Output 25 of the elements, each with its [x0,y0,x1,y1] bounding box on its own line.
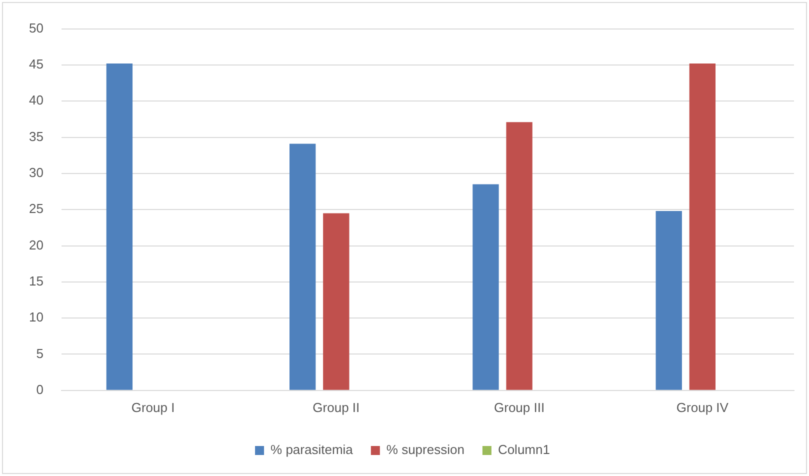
bar [472,184,499,390]
bar [289,144,316,390]
y-tick-label: 30 [28,165,44,180]
y-tick-label: 45 [28,56,44,72]
bar [506,122,532,390]
y-tick-label: 10 [28,310,44,325]
bar [656,211,682,390]
legend-label: % parasitemia [270,442,354,458]
x-tick-label: Group I [131,400,175,415]
bar [689,64,716,390]
y-tick-label: 40 [28,92,44,108]
x-tick-label: Group IV [676,400,729,415]
y-tick-label: 50 [28,20,44,36]
y-tick-label: 35 [28,128,44,144]
y-tick-label: 0 [36,382,44,397]
bar [323,213,350,390]
x-tick-label: Group II [312,400,360,415]
legend-label: % supression [386,442,464,458]
legend-label: Column1 [498,442,550,458]
y-tick-label: 5 [36,346,44,361]
bar [106,64,133,390]
y-tick-label: 25 [28,201,44,216]
y-tick-label: 20 [28,237,44,252]
x-tick-label: Group III [494,400,545,415]
y-tick-label: 15 [28,274,44,288]
